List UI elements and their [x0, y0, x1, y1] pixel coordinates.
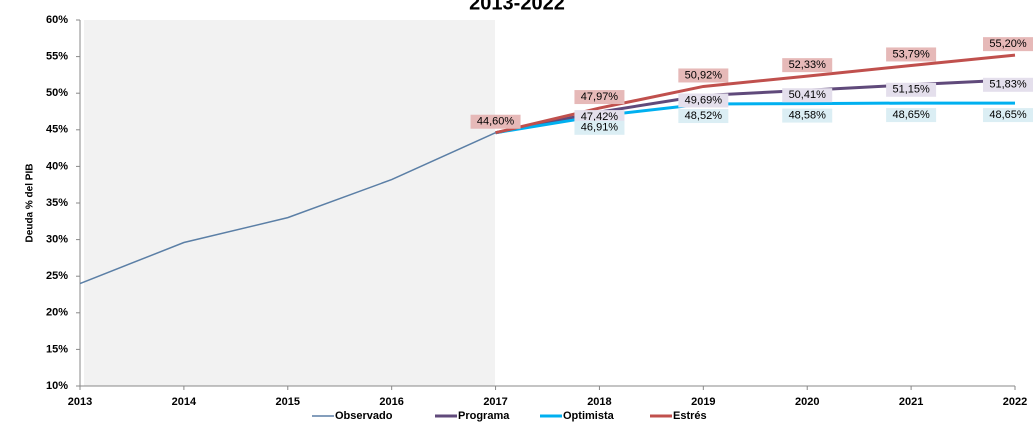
x-tick-label: 2017	[483, 396, 507, 408]
data-label: 51,83%	[989, 79, 1027, 91]
y-tick-label: 10%	[46, 380, 68, 392]
data-label: 48,58%	[789, 110, 827, 122]
x-tick-label: 2019	[691, 396, 715, 408]
series-line	[79, 132, 496, 285]
x-tick-label: 2014	[172, 396, 197, 408]
label-bg	[886, 47, 937, 62]
label-bg	[678, 93, 729, 108]
x-tick-label: 2016	[379, 396, 403, 408]
y-tick-label: 35%	[46, 197, 68, 209]
y-tick-label: 15%	[46, 343, 68, 355]
y-tick-label: 20%	[46, 307, 68, 319]
label-bg	[574, 110, 625, 125]
y-tick-label: 45%	[46, 124, 68, 136]
x-tick-label: 2022	[1003, 396, 1027, 408]
legend-label: Optimista	[563, 410, 615, 422]
observed-shade	[84, 20, 495, 386]
data-label: 52,33%	[789, 59, 827, 71]
y-tick-label: 50%	[46, 87, 68, 99]
label-bg	[574, 120, 625, 135]
data-label: 51,15%	[892, 84, 930, 96]
label-bg	[983, 108, 1033, 123]
x-tick-label: 2013	[68, 396, 92, 408]
data-label: 47,97%	[581, 91, 619, 103]
data-label: 47,42%	[581, 111, 619, 123]
data-label: 53,79%	[892, 48, 930, 60]
data-label: 50,92%	[685, 69, 723, 81]
y-tick-label: 30%	[46, 234, 68, 246]
x-tick-label: 2020	[795, 396, 819, 408]
data-label: 50,41%	[789, 89, 827, 101]
data-label: 48,65%	[989, 109, 1027, 121]
y-tick-label: 25%	[46, 270, 68, 282]
legend-label: Programa	[458, 410, 510, 422]
data-label: 48,52%	[685, 110, 723, 122]
x-tick-label: 2015	[276, 396, 300, 408]
y-tick-label: 60%	[46, 14, 68, 26]
label-bg	[678, 68, 729, 83]
label-bg	[983, 77, 1033, 92]
label-bg	[886, 108, 937, 123]
label-bg	[574, 90, 625, 105]
x-tick-label: 2021	[899, 396, 923, 408]
y-tick-label: 55%	[46, 51, 68, 63]
data-label: 49,69%	[685, 94, 723, 106]
label-bg	[782, 108, 833, 123]
label-bg	[470, 114, 521, 129]
label-bg	[886, 82, 937, 97]
series-line	[495, 78, 1016, 135]
data-label: 46,91%	[581, 122, 619, 134]
y-tick-label: 40%	[46, 160, 68, 172]
label-bg	[782, 88, 833, 103]
label-bg	[678, 109, 729, 124]
x-tick-label: 2018	[587, 396, 611, 408]
label-bg	[782, 58, 833, 73]
y-axis-label: Deuda % del PIB	[25, 164, 36, 243]
data-label: 44,60%	[477, 116, 515, 128]
chart-title: 2013-2022	[469, 0, 565, 14]
legend-label: Estrés	[673, 410, 707, 422]
label-bg	[983, 37, 1033, 52]
data-label: 48,65%	[892, 109, 930, 121]
legend-label: Observado	[335, 410, 393, 422]
data-label: 55,20%	[989, 38, 1027, 50]
